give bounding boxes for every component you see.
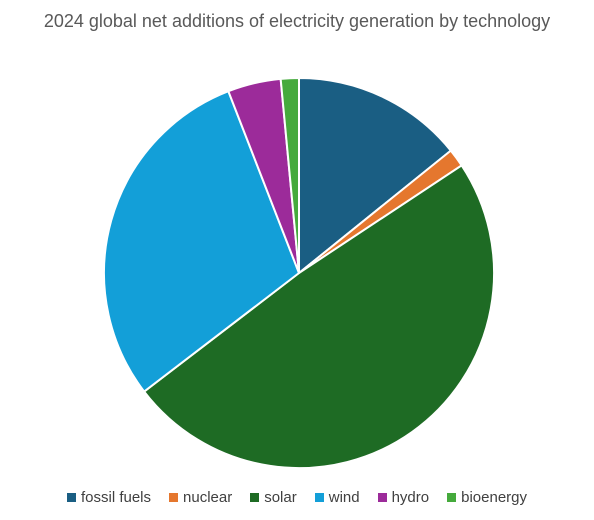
legend-label: solar (264, 489, 297, 506)
chart-title: 2024 global net additions of electricity… (43, 11, 551, 31)
legend-item-wind: wind (314, 489, 360, 506)
chart-legend: fossil fuels nuclear solar wind hydro bioener… (0, 489, 594, 506)
legend-swatch (250, 493, 260, 502)
pie-slice-wind (103, 89, 301, 393)
legend-label: bioenergy (461, 489, 528, 506)
legend-label: wind (328, 489, 360, 506)
legend-swatch (314, 493, 324, 502)
legend-swatch (377, 493, 387, 502)
legend-item-fossil-fuels: fossil fuels (66, 489, 152, 506)
pie-chart (103, 76, 496, 470)
legend-item-nuclear: nuclear (169, 489, 232, 506)
legend-item-hydro: hydro (377, 489, 430, 506)
legend-label: nuclear (183, 489, 233, 506)
legend-item-solar: solar (250, 489, 297, 506)
legend-swatch (447, 493, 457, 502)
legend-swatch (66, 493, 76, 502)
legend-label: fossil fuels (80, 489, 152, 506)
pie-slice-fossil-fuels (298, 76, 453, 276)
legend-item-bioenergy: bioenergy (447, 489, 527, 506)
legend-swatch (169, 493, 179, 502)
legend-label: hydro (391, 489, 430, 506)
pie-slice-bioenergy (279, 76, 300, 274)
pie-slice-solar (142, 164, 496, 470)
